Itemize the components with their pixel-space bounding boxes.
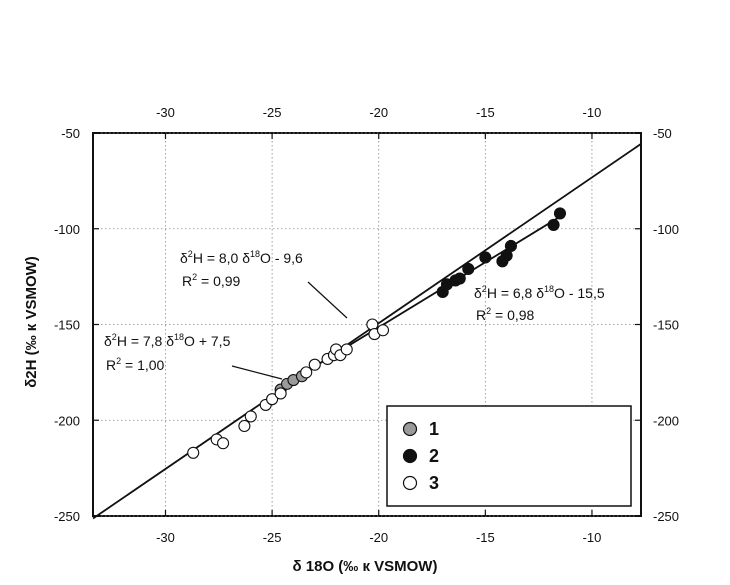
data-point-series-3 [266, 393, 279, 406]
data-point-series-3 [187, 446, 200, 459]
annotation-leader-line [307, 281, 348, 319]
data-point-series-2 [453, 272, 466, 285]
data-point-series-2 [547, 218, 560, 231]
data-point-series-3 [376, 324, 390, 337]
legend-marker-1 [402, 421, 418, 437]
legend-marker-2 [402, 448, 418, 464]
data-point-series-2 [479, 251, 492, 264]
x-tick-label-top: -25 [263, 105, 282, 120]
y-tick-label-right: -100 [653, 222, 679, 237]
annotation-r2: R2 = 0,98 [476, 306, 535, 323]
y-tick-label: -150 [54, 318, 80, 333]
x-tick-label: -25 [263, 530, 282, 545]
annotation-r2: R2 = 0,99 [182, 272, 241, 289]
data-point-series-3 [244, 410, 257, 423]
data-point-series-2 [553, 207, 567, 220]
y-tick-label: -250 [54, 509, 80, 524]
x-tick-label: -30 [156, 530, 175, 545]
y-tick-label-right: -150 [653, 318, 679, 333]
x-tick-label-top: -30 [156, 105, 175, 120]
regression-line [92, 143, 642, 520]
data-point-series-2 [462, 262, 475, 276]
legend-label-2: 2 [429, 446, 439, 466]
x-tick-label: -15 [476, 530, 495, 545]
x-tick-label: -20 [369, 530, 388, 545]
legend-label-1: 1 [429, 419, 439, 439]
y-tick-label-right: -250 [653, 509, 679, 524]
legend-marker-3 [402, 475, 418, 491]
x-tick-label-top: -10 [583, 105, 602, 120]
y-tick-label: -100 [54, 222, 80, 237]
y-tick-label: -50 [61, 126, 80, 141]
data-point-series-2 [504, 239, 517, 253]
y-tick-label-right: -200 [653, 413, 679, 428]
data-points [187, 207, 567, 459]
x-axis-title: δ 18O (‰ к VSMOW) [293, 558, 438, 575]
annotation-leader-line [231, 365, 283, 380]
legend: 1 2 3 [386, 405, 632, 507]
legend-label-3: 3 [429, 473, 439, 493]
annotation-r2: R2 = 1,00 [106, 356, 165, 373]
x-tick-label-top: -15 [476, 105, 495, 120]
data-point-series-3 [217, 437, 230, 450]
annotation-equation: δ2H = 6,8 δ18O - 15,5 [474, 284, 605, 301]
data-point-series-3 [340, 343, 353, 356]
data-point-series-3 [300, 366, 313, 379]
y-tick-label-right: -50 [653, 126, 672, 141]
x-tick-label-top: -20 [369, 105, 388, 120]
tick-layer: -30 -30 -25 -25 -20 -20 -15 -15 -10 -10 -250 -250 -2… [54, 105, 679, 545]
x-tick-label: -10 [583, 530, 602, 545]
annotation-equation: δ2H = 8,0 δ18O - 9,6 [180, 249, 303, 266]
y-tick-label: -200 [54, 413, 80, 428]
data-point-series-3 [274, 387, 287, 400]
data-point-series-3 [308, 358, 321, 371]
y-axis-title: δ2H (‰ к VSMOW) [23, 256, 40, 388]
data-point-series-3 [238, 419, 251, 433]
annotation-equation: δ2H = 7,8 δ18O + 7,5 [104, 332, 231, 349]
legend-box [386, 405, 632, 507]
